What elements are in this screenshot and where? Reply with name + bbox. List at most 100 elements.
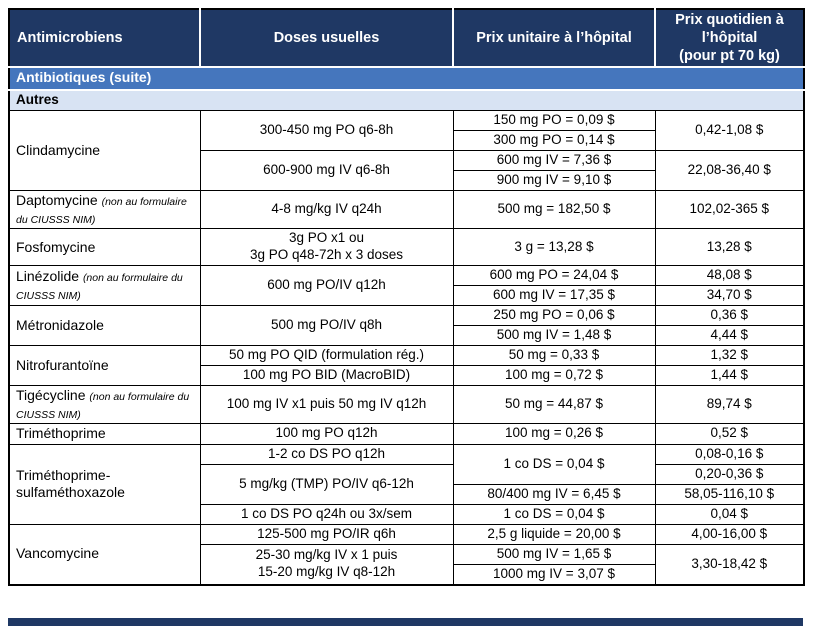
- table-body: Antibiotiques (suite) Autres Clindamycine 3…: [8, 66, 805, 586]
- dose-cell: 300-450 mg PO q6-8h: [199, 110, 454, 152]
- unit-price-cell: 300 mg PO = 0,14 $: [452, 130, 656, 152]
- dose-cell: 100 mg PO q12h: [199, 423, 454, 445]
- daily-price-cell: 102,02-365 $: [654, 190, 805, 230]
- unit-price-cell: 500 mg IV = 1,48 $: [452, 325, 656, 347]
- table-row: Triméthoprime- sulfaméthoxazole 1-2 co DS…: [8, 443, 805, 525]
- table-row: Linézolide (non au formulaire du CIUSSS …: [8, 265, 805, 307]
- table-header: Antimicrobiens Doses usuelles Prix unita…: [9, 9, 804, 68]
- unit-price-cell: 50 mg = 0,33 $: [452, 345, 656, 367]
- dose-cell: 125-500 mg PO/IR q6h: [199, 523, 454, 545]
- drug-name-cell: Métronidazole: [8, 305, 201, 347]
- unit-price-cell: 600 mg IV = 7,36 $: [452, 150, 656, 172]
- col-header-prix-quotidien: Prix quotidien à l’hôpital (pour pt 70 k…: [654, 9, 804, 68]
- table-row: Fosfomycine 3g PO x1 ou 3g PO q48-72h x 3…: [8, 228, 805, 267]
- drug-name-cell: Triméthoprime- sulfaméthoxazole: [8, 443, 201, 525]
- dose-cell: 500 mg PO/IV q8h: [199, 305, 454, 347]
- section-suite-row: Antibiotiques (suite): [8, 66, 805, 91]
- table-row: Clindamycine 300-450 mg PO q6-8h 150 mg PO…: [8, 110, 805, 192]
- dose-cell: 4-8 mg/kg IV q24h: [199, 190, 454, 230]
- unit-price-cell: 150 mg PO = 0,09 $: [452, 110, 656, 132]
- dose-cell: 600-900 mg IV q6-8h: [199, 150, 454, 192]
- daily-price-cell: 0,52 $: [654, 423, 805, 445]
- daily-price-cell: 13,28 $: [654, 228, 805, 267]
- table-row: Nitrofurantoïne 50 mg PO QID (formulation…: [8, 345, 805, 387]
- dose-cell: 1 co DS PO q24h ou 3x/sem: [199, 503, 454, 525]
- daily-price-cell: 0,42-1,08 $: [654, 110, 805, 152]
- table-row: 80/400 mg IV = 6,45 $58,05-116,10 $: [9, 483, 805, 505]
- table-row: Métronidazole 500 mg PO/IV q8h 250 mg PO =…: [8, 305, 805, 347]
- unit-price-cell: 500 mg = 182,50 $: [452, 190, 656, 230]
- section-header-suite: Antibiotiques (suite): [8, 66, 805, 91]
- drug-name: Linézolide: [16, 268, 83, 285]
- col-header-prix-unitaire: Prix unitaire à l’hôpital: [452, 9, 655, 68]
- daily-price-cell: 89,74 $: [654, 385, 805, 425]
- daily-price-cell: 0,20-0,36 $: [654, 463, 805, 485]
- table-row: 600 mg IV = 17,35 $34,70 $: [9, 285, 805, 307]
- unit-price-cell: 600 mg IV = 17,35 $: [452, 285, 656, 307]
- dose-cell: 5 mg/kg (TMP) PO/IV q6-12h: [199, 463, 454, 505]
- dose-cell: 100 mg PO BID (MacroBID): [199, 365, 454, 387]
- col-header-antimicrobiens: Antimicrobiens: [9, 9, 200, 68]
- unit-price-cell: 1000 mg IV = 3,07 $: [452, 563, 656, 586]
- unit-price-cell: 80/400 mg IV = 6,45 $: [452, 483, 656, 505]
- drug-note: (non au formulaire du CIUSSS NIM): [16, 196, 187, 226]
- table-row: Daptomycine (non au formulaire du CIUSSS…: [8, 190, 805, 230]
- table-row: 500 mg IV = 1,48 $4,44 $: [9, 325, 805, 347]
- drug-name-cell: Daptomycine (non au formulaire du CIUSSS…: [8, 190, 201, 230]
- unit-price-cell: 50 mg = 44,87 $: [452, 385, 656, 425]
- daily-price-cell: 34,70 $: [654, 285, 805, 307]
- dose-cell: 1-2 co DS PO q12h: [199, 443, 454, 465]
- table-row: 100 mg PO BID (MacroBID) 100 mg = 0,72 $1…: [9, 365, 805, 387]
- daily-price-cell: 1,32 $: [654, 345, 805, 367]
- table-row: 25-30 mg/kg IV x 1 puis 15-20 mg/kg IV q…: [9, 543, 805, 586]
- drug-name-cell: Fosfomycine: [8, 228, 201, 267]
- unit-price-cell: 600 mg PO = 24,04 $: [452, 265, 656, 287]
- unit-price-cell: 100 mg = 0,26 $: [452, 423, 656, 445]
- next-section-bar-cropped: [8, 618, 803, 626]
- header-row: Antimicrobiens Doses usuelles Prix unita…: [9, 9, 804, 68]
- antimicrobial-price-table: Antimicrobiens Doses usuelles Prix unita…: [8, 8, 805, 586]
- daily-price-cell: 1,44 $: [654, 365, 805, 387]
- daily-price-cell: 0,36 $: [654, 305, 805, 327]
- unit-price-cell: 100 mg = 0,72 $: [452, 365, 656, 387]
- daily-price-cell: 48,08 $: [654, 265, 805, 287]
- daily-price-cell: 4,00-16,00 $: [654, 523, 805, 545]
- daily-price-cell: 4,44 $: [654, 325, 805, 347]
- drug-note: (non au formulaire du CIUSSS NIM): [16, 272, 183, 302]
- table-row: 1000 mg IV = 3,07 $: [9, 563, 804, 586]
- drug-note: (non au formulaire du CIUSSS NIM): [16, 391, 190, 421]
- drug-name-cell: Clindamycine: [8, 110, 201, 192]
- unit-price-cell: 3 g = 13,28 $: [452, 228, 656, 267]
- unit-price-cell: 500 mg IV = 1,65 $: [452, 543, 656, 565]
- drug-name-cell: Triméthoprime: [8, 423, 201, 445]
- table-row: 5 mg/kg (TMP) PO/IV q6-12h 0,20-0,36 $: [9, 463, 805, 505]
- drug-name-cell: Vancomycine: [8, 523, 201, 586]
- dose-cell: 100 mg IV x1 puis 50 mg IV q12h: [199, 385, 454, 425]
- dose-cell: 600 mg PO/IV q12h: [199, 265, 454, 307]
- daily-price-cell: 0,04 $: [654, 503, 805, 525]
- unit-price-cell: 250 mg PO = 0,06 $: [452, 305, 656, 327]
- daily-price-cell: 58,05-116,10 $: [654, 483, 805, 505]
- table-row: 1 co DS PO q24h ou 3x/sem 1 co DS = 0,04 …: [9, 503, 805, 525]
- dose-cell: 3g PO x1 ou 3g PO q48-72h x 3 doses: [199, 228, 454, 267]
- section-header-autres: Autres: [8, 88, 805, 112]
- unit-price-cell: 2,5 g liquide = 20,00 $: [452, 523, 656, 545]
- dose-cell: 50 mg PO QID (formulation rég.): [199, 345, 454, 367]
- drug-name-cell: Nitrofurantoïne: [8, 345, 201, 387]
- daily-price-cell: 3,30-18,42 $: [654, 543, 805, 586]
- drug-name-cell: Tigécycline (non au formulaire du CIUSSS…: [8, 385, 201, 425]
- daily-price-cell: 0,08-0,16 $: [654, 443, 805, 465]
- table-row: Triméthoprime 100 mg PO q12h 100 mg = 0,26…: [8, 423, 805, 445]
- drug-name: Daptomycine: [16, 192, 102, 209]
- drug-name: Tigécycline: [16, 387, 90, 404]
- section-autres-row: Autres: [8, 88, 805, 112]
- col-header-doses-usuelles: Doses usuelles: [199, 9, 453, 68]
- unit-price-cell: 1 co DS = 0,04 $: [452, 503, 656, 525]
- dose-cell: 25-30 mg/kg IV x 1 puis 15-20 mg/kg IV q…: [199, 543, 454, 586]
- table-row: Vancomycine 125-500 mg PO/IR q6h 2,5 g liq…: [8, 523, 805, 586]
- drug-name-cell: Linézolide (non au formulaire du CIUSSS …: [8, 265, 201, 307]
- unit-price-cell: 1 co DS = 0,04 $: [452, 443, 656, 485]
- unit-price-cell: 900 mg IV = 9,10 $: [452, 170, 656, 192]
- table-row: Tigécycline (non au formulaire du CIUSSS…: [8, 385, 805, 425]
